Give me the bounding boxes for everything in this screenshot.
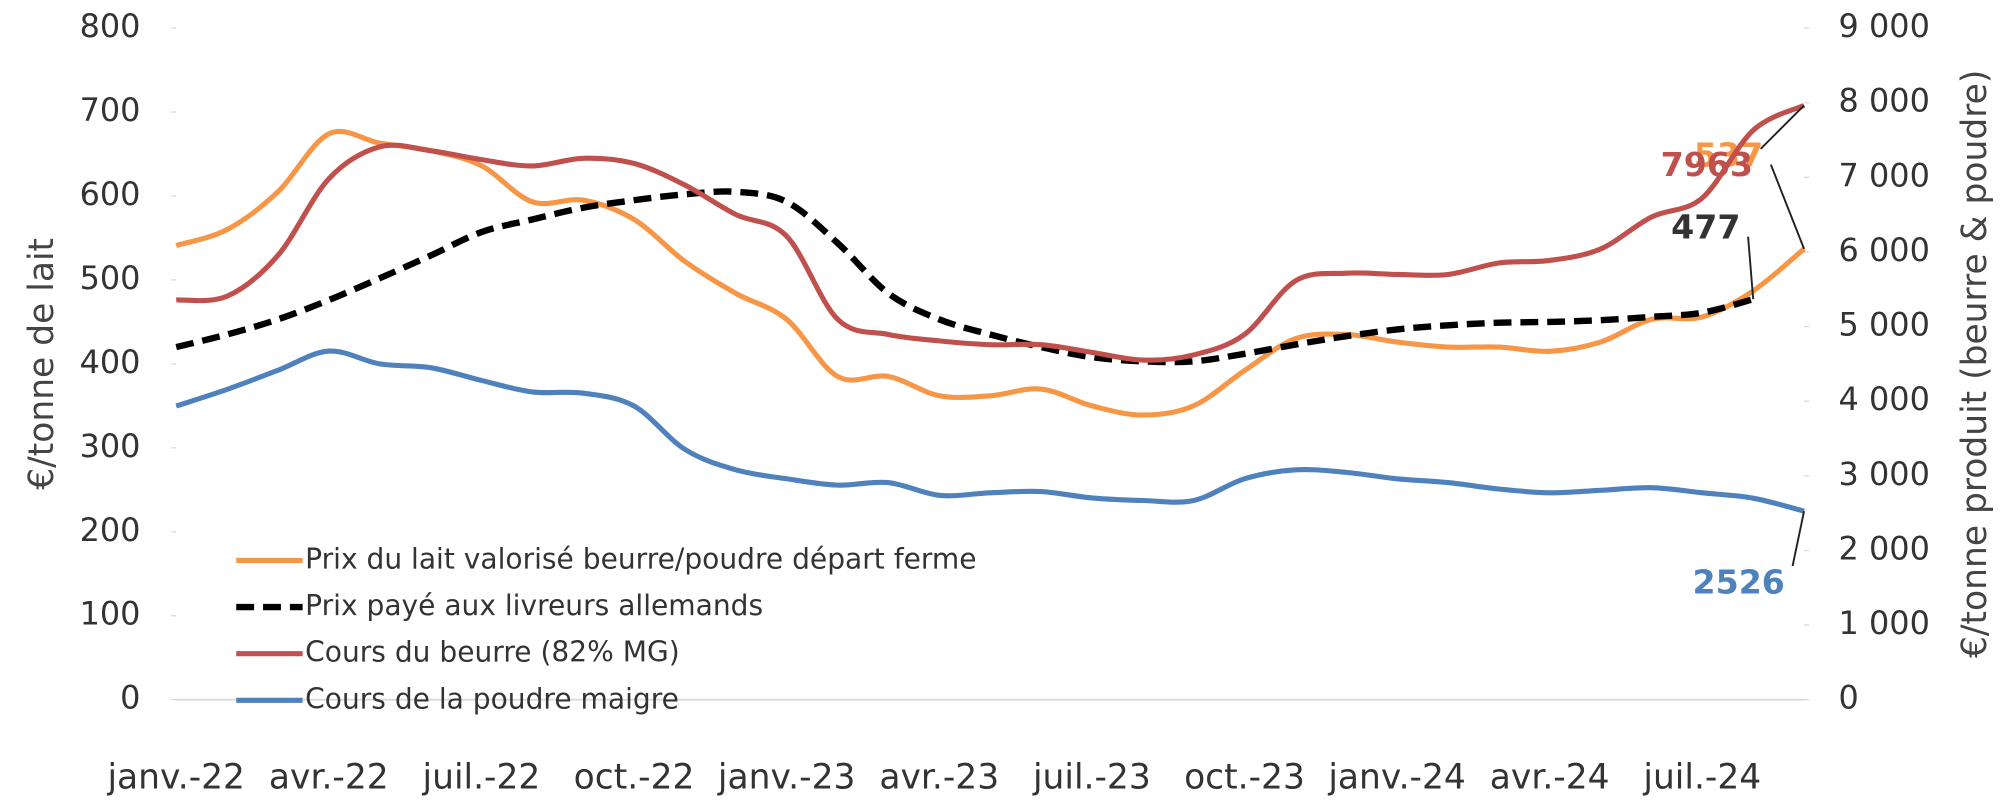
x-tick-label: janv.-24 — [1327, 757, 1466, 797]
series-line — [175, 188, 1755, 366]
x-tick-label: avr.-23 — [879, 757, 999, 797]
y2-tick-label: 9 000 — [1839, 7, 1930, 45]
series-line — [175, 128, 1806, 418]
y2-axis-title: €/tonne produit (beurre & poudre) — [1955, 70, 1995, 658]
x-tick-label: avr.-22 — [269, 757, 389, 797]
x-tick-label: juil.-23 — [1032, 757, 1151, 797]
x-tick-label: oct.-22 — [574, 757, 695, 797]
y2-tick-label: 4 000 — [1839, 380, 1930, 418]
y2-tick-label: 0 — [1839, 679, 1859, 717]
label-leader — [1791, 510, 1806, 567]
y2-tick-label: 3 000 — [1839, 455, 1930, 493]
y-tick-label: 600 — [80, 175, 141, 213]
y-tick-label: 200 — [80, 511, 141, 549]
x-tick-label: oct.-23 — [1184, 757, 1305, 797]
y2-tick-label: 8 000 — [1839, 82, 1930, 120]
legend-label: Prix du lait valorisé beurre/poudre dépa… — [305, 542, 976, 575]
legend-label: Prix payé aux livreurs allemands — [305, 589, 763, 622]
y-tick-label: 0 — [120, 679, 140, 717]
y2-tick-label: 7 000 — [1839, 156, 1930, 194]
value-label: 2526 — [1693, 562, 1785, 601]
x-tick-label: janv.-23 — [717, 757, 856, 797]
y-tick-label: 100 — [80, 595, 141, 633]
legend-label: Cours de la poudre maigre — [305, 682, 679, 715]
x-tick-label: juil.-22 — [422, 757, 541, 797]
y-tick-label: 300 — [80, 427, 141, 465]
y-tick-label: 500 — [80, 259, 141, 297]
value-label: 477 — [1671, 208, 1740, 247]
x-tick-label: janv.-22 — [106, 757, 245, 797]
y2-tick-label: 1 000 — [1839, 604, 1930, 642]
value-label: 537 — [1694, 135, 1763, 174]
y-tick-label: 400 — [80, 343, 141, 381]
label-leader — [1759, 104, 1805, 150]
x-tick-label: avr.-24 — [1490, 757, 1610, 797]
x-tick-label: juil.-24 — [1642, 757, 1761, 797]
y-tick-label: 700 — [80, 91, 141, 129]
y-axis-title: €/tonne de lait — [22, 238, 62, 490]
label-leader — [1747, 236, 1755, 300]
legend: Prix du lait valorisé beurre/poudre dépa… — [236, 542, 977, 715]
y2-tick-label: 5 000 — [1839, 306, 1930, 344]
y2-tick-label: 2 000 — [1839, 529, 1930, 567]
y-tick-label: 800 — [80, 7, 141, 45]
value-label: 7963 — [1661, 145, 1753, 184]
series-line — [175, 348, 1805, 514]
legend-label: Cours du beurre (82% MG) — [305, 636, 680, 669]
label-leader — [1769, 164, 1805, 250]
y2-tick-label: 6 000 — [1839, 231, 1930, 269]
series-line — [176, 103, 1806, 363]
